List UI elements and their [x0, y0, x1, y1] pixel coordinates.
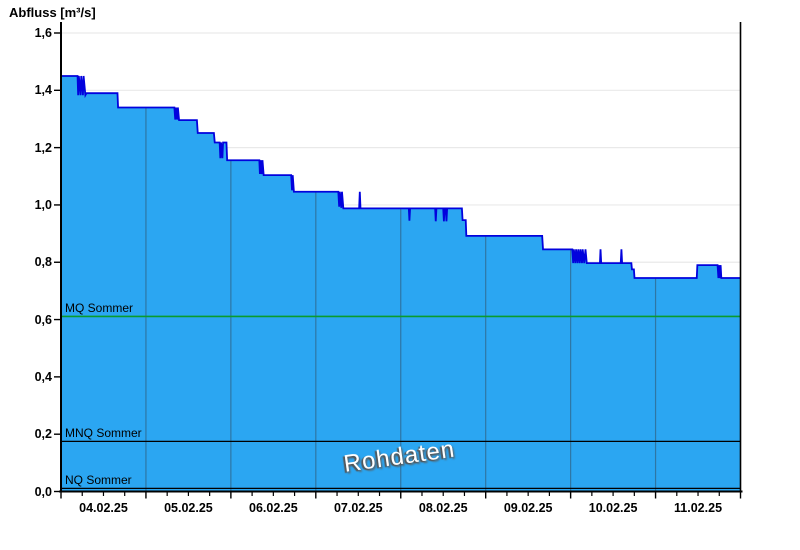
x-tick-label: 04.02.25: [79, 500, 128, 515]
x-tick-label: 06.02.25: [249, 500, 298, 515]
y-tick-label: 1,4: [34, 83, 52, 98]
y-tick-label: 0,2: [34, 427, 52, 442]
x-tick-label: 08.02.25: [418, 500, 468, 515]
reference-line-label: NQ Sommer: [65, 473, 132, 488]
x-tick-label: 07.02.25: [333, 500, 383, 515]
y-tick-label: 1,0: [34, 197, 52, 212]
x-tick-label: 10.02.25: [588, 500, 638, 515]
y-tick-label: 1,6: [34, 26, 52, 40]
chart-title: Abfluss [m³/s]: [9, 5, 96, 20]
y-tick-label: 0,6: [34, 312, 52, 327]
x-tick-label: 09.02.25: [503, 500, 553, 515]
y-tick-label: 0,0: [34, 484, 52, 499]
y-tick-label: 1,2: [34, 140, 52, 155]
y-tick-label: 0,4: [34, 369, 52, 384]
y-tick-label: 0,8: [34, 255, 52, 270]
x-tick-label: 05.02.25: [164, 500, 213, 515]
reference-line-label: MQ Sommer: [65, 301, 134, 316]
discharge-line: [61, 75, 741, 279]
reference-line-label: MNQ Sommer: [65, 426, 142, 441]
x-tick-label: 11.02.25: [674, 500, 723, 515]
